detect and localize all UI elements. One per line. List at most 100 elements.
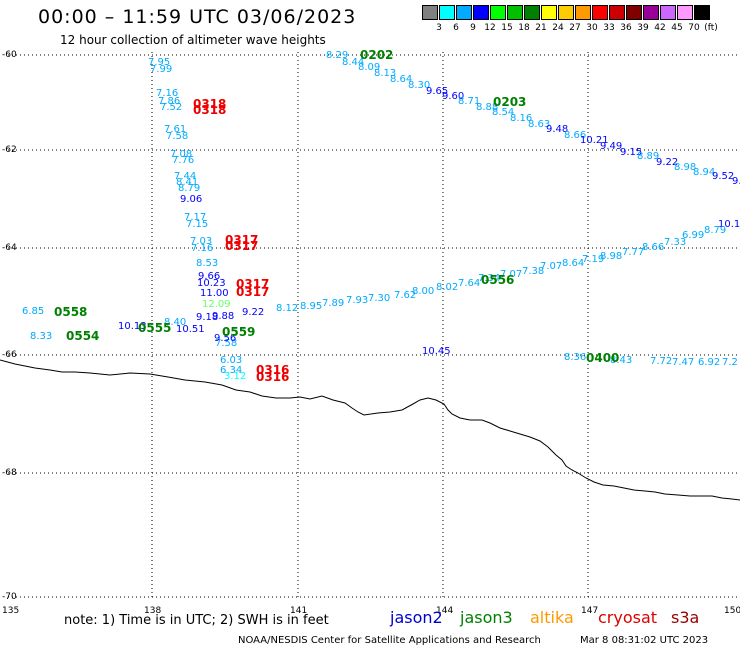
wave-height-value: 8.41	[176, 177, 199, 188]
wave-height-value: 8.36	[564, 352, 587, 363]
pass-time-label: 0317	[225, 239, 259, 253]
wave-height-value: 9.22	[242, 307, 265, 318]
scale-swatch	[507, 5, 523, 20]
lon-label: 147	[581, 606, 599, 616]
wave-height-value: 7.44	[174, 171, 197, 182]
pass-time-label: 0203	[493, 95, 527, 109]
scale-label: 18	[518, 23, 530, 33]
generation-timestamp: Mar 8 08:31:02 UTC 2023	[580, 635, 709, 646]
scale-swatch	[694, 5, 710, 20]
wave-height-value: 10.23	[197, 278, 226, 289]
scale-swatch	[626, 5, 642, 20]
wave-height-value: 7.58	[166, 131, 189, 142]
wave-height-value: 9.	[732, 176, 740, 187]
wave-height-value: 8.71	[458, 96, 481, 107]
scale-label: 39	[637, 23, 649, 33]
wave-height-value: 9.06	[180, 194, 203, 205]
wave-height-value: 7.16	[191, 243, 214, 254]
legend-s3a: s3a	[671, 608, 700, 627]
wave-height-value: 7.52	[160, 102, 183, 113]
wave-height-value: 7.64	[458, 278, 481, 289]
lon-label: 150	[724, 606, 740, 616]
wave-height-value: 8.02	[436, 282, 459, 293]
scale-label: 27	[569, 23, 581, 33]
wave-height-value: 7.72	[650, 356, 673, 367]
wave-height-value: 9.52	[712, 171, 735, 182]
footnote: note: 1) Time is in UTC; 2) SWH is in fe…	[64, 613, 329, 628]
lat-label: -66	[2, 350, 17, 360]
scale-swatch	[677, 5, 693, 20]
wave-height-value: 6.34	[220, 365, 243, 376]
pass-time-label: 0559	[222, 325, 256, 339]
wave-height-value: 7.76	[172, 155, 195, 166]
scale-swatch	[643, 5, 659, 20]
legend-cryosat: cryosat	[598, 608, 658, 627]
wave-height-value: 10.51	[176, 324, 205, 335]
scale-label: 12	[484, 23, 496, 33]
pass-time-label: 0318	[193, 103, 227, 117]
wave-height-value: 8.98	[674, 162, 697, 173]
wave-height-value: 8.79	[704, 225, 727, 236]
wave-height-value: 6.85	[22, 306, 45, 317]
wave-height-value: 9.49	[600, 141, 623, 152]
wave-height-value: 8.16	[510, 113, 533, 124]
wave-height-value: 8.94	[693, 167, 716, 178]
lat-label: -62	[2, 145, 17, 155]
wave-height-value: 7.61	[164, 124, 187, 135]
scale-label: 21	[535, 23, 547, 33]
map-title: 00:00 – 11:59 UTC 03/06/2023	[38, 6, 357, 28]
wave-height-value: 8.54	[492, 107, 515, 118]
pass-time-label: 0558	[54, 305, 88, 319]
wave-height-value: 7.62	[394, 290, 417, 301]
wave-height-value: 7.19	[582, 254, 605, 265]
legend-jason2: jason2	[390, 608, 443, 627]
pass-time-label: 0317	[225, 233, 259, 247]
scale-swatch	[456, 5, 472, 20]
wave-height-value: 8.79	[178, 183, 201, 194]
pass-time-label: 0400	[586, 351, 620, 365]
wave-height-value: 3.12	[224, 371, 247, 382]
wave-height-value: 7.95	[148, 57, 171, 68]
scale-label: 33	[603, 23, 615, 33]
wave-height-value: 8.43	[610, 355, 633, 366]
scale-label: 9	[470, 23, 476, 33]
wave-height-value: 8.89	[637, 151, 660, 162]
wave-height-value: 7.47	[672, 357, 695, 368]
wave-height-value: 7.86	[158, 96, 181, 107]
scale-label: 3	[436, 23, 442, 33]
credit-line: NOAA/NESDIS Center for Satellite Applica…	[238, 635, 541, 646]
scale-label: 45	[671, 23, 683, 33]
wave-height-value: 7.16	[156, 88, 179, 99]
wave-height-value: 7.99	[150, 64, 173, 75]
wave-height-value: 7.30	[368, 293, 391, 304]
scale-label: 15	[501, 23, 513, 33]
lat-label: -70	[2, 592, 17, 602]
wave-height-value: 6.99	[682, 230, 705, 241]
wave-height-value: 10.1	[718, 219, 740, 230]
pass-time-label: 0317	[236, 285, 270, 299]
scale-label: 42	[654, 23, 666, 33]
wave-height-value: 10.21	[580, 135, 609, 146]
scale-label: 70	[688, 23, 700, 33]
wave-height-value: 9.66	[198, 271, 221, 282]
wave-height-value: 8.66	[642, 242, 665, 253]
wave-height-value: 9.56	[214, 333, 237, 344]
pass-time-label: 0316	[256, 370, 290, 384]
scale-swatch	[439, 5, 455, 20]
wave-height-value: 8.40	[164, 317, 187, 328]
wave-height-value: 8.98	[600, 251, 623, 262]
lon-label: 144	[436, 606, 454, 616]
wave-height-value: 10.13	[118, 321, 147, 332]
wave-height-value: 6.03	[220, 355, 243, 366]
scale-swatch	[558, 5, 574, 20]
scale-swatch	[422, 5, 438, 20]
lat-label: -64	[2, 243, 17, 253]
scale-swatch	[575, 5, 591, 20]
legend-jason3: jason3	[460, 608, 513, 627]
wave-height-value: 9.60	[442, 91, 465, 102]
wave-height-value: 9.15	[620, 147, 643, 158]
scale-swatch	[541, 5, 557, 20]
wave-height-value: 8.13	[374, 68, 397, 79]
wave-height-value: 7.58	[215, 338, 238, 349]
